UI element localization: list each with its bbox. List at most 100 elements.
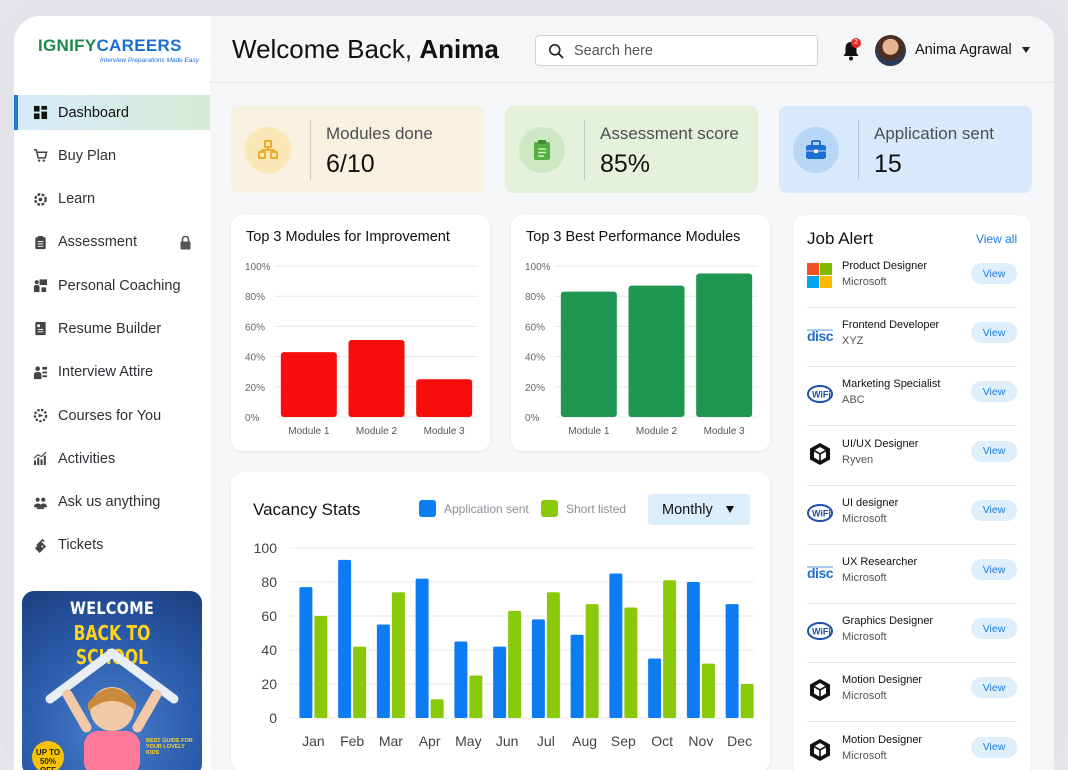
svg-text:disc: disc [807, 565, 833, 581]
logo-text-a: IGNIFY [38, 36, 97, 55]
bar-sep-short-listed [624, 607, 638, 718]
activities-icon [32, 451, 48, 467]
y-tick-label: 80 [261, 574, 277, 590]
sidebar-item-learn[interactable]: Learn [14, 182, 210, 217]
job-list-item[interactable]: Product Designer Microsoft View [807, 249, 1017, 308]
job-title: Frontend Developer [842, 319, 940, 332]
logo-tagline: Interview Preparations Made Easy [100, 57, 199, 64]
search-icon [549, 43, 564, 58]
view-job-button[interactable]: View [971, 618, 1017, 640]
legend-label: Short listed [566, 501, 627, 516]
sidebar-item-label: Dashboard [58, 104, 129, 121]
x-tick-label: Module 3 [704, 426, 746, 437]
x-tick-label: Module 3 [424, 426, 466, 437]
chat-icon [32, 494, 48, 510]
sidebar-item-buy-plan[interactable]: Buy Plan [14, 138, 210, 173]
y-tick-label: 60% [245, 322, 265, 333]
bar-apr-short-listed [430, 699, 444, 718]
avatar[interactable] [875, 35, 906, 66]
bar-aug-short-listed [585, 604, 599, 718]
notification-badge: 2 [851, 38, 861, 48]
job-title: UI/UX Designer [842, 437, 919, 450]
brand-logo[interactable]: IGNIFYCAREERS Interview Preparations Mad… [38, 36, 199, 66]
wifi-logo-icon: WiFi [807, 500, 833, 526]
job-list-item[interactable]: UI/UX Designer Ryven View [807, 427, 1017, 486]
job-title: Motion Designer [842, 733, 923, 746]
wifi-logo-icon: WiFi [807, 381, 833, 407]
chevron-down-icon [726, 506, 734, 513]
x-tick-label: Dec [727, 733, 752, 749]
job-list-item[interactable]: WiFi Graphics Designer Microsoft View [807, 604, 1017, 664]
legend-application-sent[interactable]: Application sent [419, 500, 529, 517]
bar-dec-short-listed [740, 684, 754, 718]
bar-jul-application-sent [531, 619, 545, 718]
sidebar-item-tickets[interactable]: Tickets [14, 528, 210, 563]
vacancy-stats-title: Vacancy Stats [253, 500, 361, 519]
job-list-item[interactable]: disc UX Researcher Microsoft View [807, 545, 1017, 604]
user-name[interactable]: Anima Agrawal [915, 42, 1012, 58]
improvement-chart: 100% 80% 60% 40% 20% 0% Module 1 Module 2 Module… [245, 262, 478, 437]
job-list-item[interactable]: WiFi Marketing Specialist ABC View [807, 367, 1017, 427]
stat-card-application-sent[interactable]: Application sent 15 [779, 106, 1032, 193]
legend-label: Application sent [444, 501, 529, 516]
job-list-item[interactable]: disc Frontend Developer XYZ View [807, 308, 1017, 368]
bar-aug-application-sent [570, 634, 584, 718]
period-select[interactable]: Monthly [648, 494, 750, 525]
stat-value: 85% [600, 150, 651, 178]
job-company: Ryven [842, 453, 874, 466]
stat-card-assessment-score[interactable]: Assessment score 85% [505, 106, 758, 193]
view-job-button[interactable]: View [971, 322, 1017, 344]
welcome-name: Anima [419, 34, 499, 64]
y-tick-label: 80% [245, 292, 265, 303]
view-job-button[interactable]: View [971, 677, 1017, 699]
x-tick-label: Nov [688, 733, 713, 749]
x-tick-label: Module 1 [288, 426, 330, 437]
period-select-value: Monthly [662, 501, 713, 518]
view-job-button[interactable]: View [971, 381, 1017, 403]
job-list-item[interactable]: WiFi UI designer Microsoft View [807, 486, 1017, 545]
job-title: Marketing Specialist [842, 378, 941, 391]
sidebar-item-resume-builder[interactable]: Resume Builder [14, 311, 210, 346]
sidebar-item-label: Courses for You [58, 407, 162, 424]
x-tick-label: Module 2 [636, 426, 678, 437]
bar-mar-application-sent [376, 624, 390, 718]
view-job-button[interactable]: View [971, 440, 1017, 462]
stat-card-modules-done[interactable]: Modules done 6/10 [231, 106, 484, 193]
wifi-logo-icon: WiFi [807, 618, 833, 644]
logo-text-b: CAREERS [96, 36, 182, 55]
bar-sep-application-sent [609, 573, 623, 718]
view-job-button[interactable]: View [971, 736, 1017, 758]
bar-jan-application-sent [299, 587, 313, 718]
job-title: Motion Designer [842, 674, 923, 687]
microsoft-logo-icon [807, 263, 833, 289]
search-box[interactable] [535, 35, 818, 66]
sidebar-item-dashboard[interactable]: Dashboard [14, 95, 210, 130]
cube-logo-icon [807, 677, 833, 703]
chevron-down-icon[interactable] [1022, 47, 1030, 53]
view-job-button[interactable]: View [971, 499, 1017, 521]
sidebar-item-label: Personal Coaching [58, 277, 181, 294]
sidebar-item-assessment[interactable]: Assessment [14, 225, 210, 260]
promo-banner[interactable]: WELCOME BACK TO SCHOOL UP TO 50% OFF BES… [22, 591, 202, 770]
job-list-item[interactable]: Motion Designer Microsoft View [807, 723, 1017, 770]
legend-short-listed[interactable]: Short listed [541, 500, 626, 517]
stat-divider [310, 120, 311, 180]
job-title: Graphics Designer [842, 615, 934, 628]
header-divider [210, 82, 1054, 83]
sidebar-item-interview-attire[interactable]: Interview Attire [14, 355, 210, 390]
x-tick-label: Jul [537, 733, 555, 749]
search-input[interactable] [574, 42, 804, 59]
sidebar-item-activities[interactable]: Activities [14, 441, 210, 476]
sidebar-item-personal-coaching[interactable]: Personal Coaching [14, 268, 210, 303]
view-all-link[interactable]: View all [976, 232, 1018, 246]
bar-feb-application-sent [338, 559, 352, 718]
job-list-item[interactable]: Motion Designer Microsoft View [807, 663, 1017, 723]
sidebar-item-ask-us-anything[interactable]: Ask us anything [14, 485, 210, 520]
view-job-button[interactable]: View [971, 263, 1017, 284]
sidebar-item-label: Interview Attire [58, 364, 154, 381]
bar-jul-short-listed [546, 592, 560, 718]
view-job-button[interactable]: View [971, 559, 1017, 580]
bar-module-2 [348, 339, 405, 417]
sidebar-item-courses-for-you[interactable]: Courses for You [14, 398, 210, 433]
sidebar-item-label: Resume Builder [58, 320, 162, 337]
